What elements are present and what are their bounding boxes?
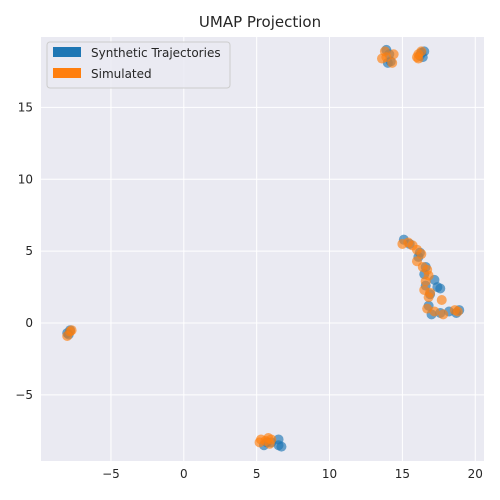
simulated-point <box>66 325 77 336</box>
simulated-point <box>423 292 434 303</box>
simulated-point <box>420 276 431 287</box>
legend: Synthetic Trajectories Simulated <box>46 41 231 89</box>
simulated-point <box>381 52 392 63</box>
x-tick-label: 0 <box>180 467 188 481</box>
legend-swatch <box>53 68 81 78</box>
x-tick-label: 20 <box>468 467 483 481</box>
y-tick-label: 10 <box>18 172 33 186</box>
simulated-point <box>264 438 275 449</box>
y-tick-label: 15 <box>18 100 33 114</box>
x-tick-label: 10 <box>322 467 337 481</box>
chart-title: UMAP Projection <box>199 13 321 31</box>
y-tick-label: −5 <box>15 388 33 402</box>
tick-labels: −5 0 5 10 15 20 −5 0 5 10 15 <box>15 100 483 481</box>
legend-box <box>46 41 231 89</box>
simulated-point <box>416 249 427 260</box>
simulated-point <box>436 295 447 306</box>
simulated-point <box>254 437 265 448</box>
grid-lines <box>41 37 484 461</box>
y-tick-label: 0 <box>25 316 33 330</box>
legend-label: Simulated <box>91 67 152 81</box>
x-tick-label: 5 <box>253 467 261 481</box>
simulated-point <box>413 53 424 64</box>
data-points <box>62 44 465 452</box>
x-tick-label: 15 <box>395 467 410 481</box>
y-tick-label: 5 <box>25 244 33 258</box>
synthetic-trajectory-point <box>435 283 446 294</box>
simulated-point <box>438 309 449 320</box>
legend-swatch <box>53 47 81 57</box>
simulated-point <box>449 305 460 316</box>
x-tick-label: −5 <box>102 467 120 481</box>
simulated-point <box>429 306 440 317</box>
legend-label: Synthetic Trajectories <box>91 46 221 60</box>
